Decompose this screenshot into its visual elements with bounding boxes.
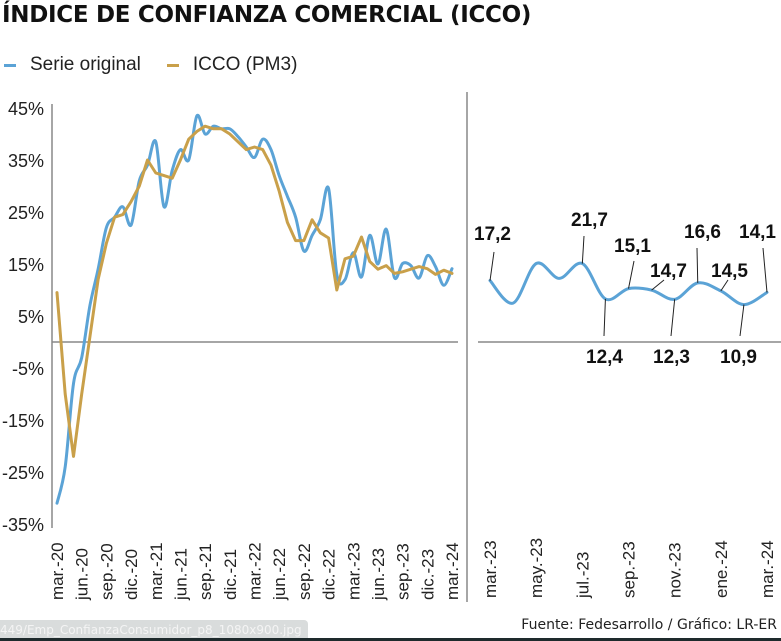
x-tick-label: jun.-20: [73, 548, 92, 601]
y-tick-label: -5%: [12, 359, 44, 379]
x-tick-label: mar.-23: [344, 542, 363, 600]
annotation-leader-line: [762, 247, 768, 293]
series-line-icco-pm3: [55, 124, 454, 458]
x-tick-label: mar.-24: [443, 542, 462, 600]
legend-item-icco-pm3: ICCO (PM3): [166, 54, 298, 76]
x-tick-label: dic.-21: [221, 549, 240, 600]
annotation-leader-line: [651, 279, 665, 291]
data-label: 14,1: [739, 222, 776, 243]
x-tick-label: mar.-21: [147, 542, 166, 600]
left-x-axis: mar.-20 jun.-20 sep.-20 dic.-20 mar.-21 jun.-…: [48, 542, 462, 601]
data-label: 12,3: [653, 347, 690, 368]
y-tick-label: -25%: [2, 463, 44, 483]
x-tick-label: sep.-20: [97, 543, 116, 600]
series-line-serie-original: [55, 113, 454, 505]
x-tick-label: sep.-23: [394, 543, 413, 600]
legend-item-serie-original: Serie original: [4, 54, 141, 76]
x-tick-label: sep.-21: [196, 543, 215, 600]
left-y-axis: 45% 35% 25% 15% 5% -5% -15% -25% -35%: [2, 99, 458, 535]
right-x-tick-label: ene.-24: [712, 540, 731, 598]
x-tick-label: sep.-22: [295, 543, 314, 600]
annotation-leader-line: [581, 235, 585, 264]
right-x-tick-label: sep.-23: [620, 541, 639, 598]
x-tick-label: mar.-22: [246, 542, 265, 600]
annotation-leader-line: [720, 279, 729, 292]
y-tick-label: 25%: [8, 203, 44, 223]
annotation-leader-line: [670, 299, 676, 337]
right-x-tick-label: mar.-23: [481, 540, 500, 598]
annotation-leader-line: [489, 251, 495, 281]
data-label: 21,7: [571, 210, 608, 231]
data-label: 10,9: [720, 347, 757, 368]
data-label: 14,5: [711, 261, 748, 282]
y-tick-label: 15%: [8, 255, 44, 275]
y-tick-label: 45%: [8, 99, 44, 119]
filename-tooltip: 449/Emp_ConfianzaConsumidor_p8_1080x900.…: [0, 620, 308, 640]
x-tick-label: jun.-22: [270, 548, 289, 601]
chart-title: ÍNDICE DE CONFIANZA COMERCIAL (ICCO): [2, 2, 532, 28]
right-x-tick-label: may.-23: [527, 538, 546, 598]
x-tick-label: dic.-22: [320, 549, 339, 600]
annotation-leader-line: [696, 247, 699, 283]
legend-label-serie-original: Serie original: [30, 54, 141, 75]
annotation-leader-line: [603, 298, 606, 337]
y-tick-label: -15%: [2, 411, 44, 431]
legend-swatch-icco-pm3: [166, 63, 179, 67]
left-plot-lines: [55, 113, 454, 505]
x-tick-label: mar.-20: [48, 542, 67, 600]
y-tick-label: 5%: [18, 307, 44, 327]
bottom-bar: [0, 638, 781, 641]
legend: Serie original ICCO (PM3): [4, 54, 323, 76]
x-tick-label: jun.-23: [369, 548, 388, 601]
data-label: 12,4: [586, 347, 623, 368]
right-x-tick-label: nov.-23: [666, 543, 685, 598]
annotation-leader-line: [739, 304, 745, 337]
annotation-leader-line: [628, 260, 635, 289]
right-panel: mar.-23 may.-23 jul.-23 sep.-23 nov.-23 ene.-…: [466, 92, 781, 602]
y-tick-label: 35%: [8, 151, 44, 171]
data-label: 14,7: [650, 261, 687, 282]
x-tick-label: dic.-23: [418, 549, 437, 600]
x-tick-label: jun.-21: [171, 548, 190, 601]
legend-label-icco-pm3: ICCO (PM3): [192, 54, 298, 75]
source-note: Fuente: Fedesarrollo / Gráfico: LR-ER: [521, 617, 777, 633]
right-x-tick-label: jul.-23: [573, 552, 592, 599]
x-tick-label: dic.-20: [122, 549, 141, 600]
right-x-tick-label: mar.-24: [758, 540, 777, 598]
data-label: 17,2: [474, 224, 511, 245]
data-label: 16,6: [684, 222, 721, 243]
y-tick-label: -35%: [2, 515, 44, 535]
legend-swatch-serie-original: [4, 63, 16, 67]
data-label: 15,1: [614, 236, 651, 257]
